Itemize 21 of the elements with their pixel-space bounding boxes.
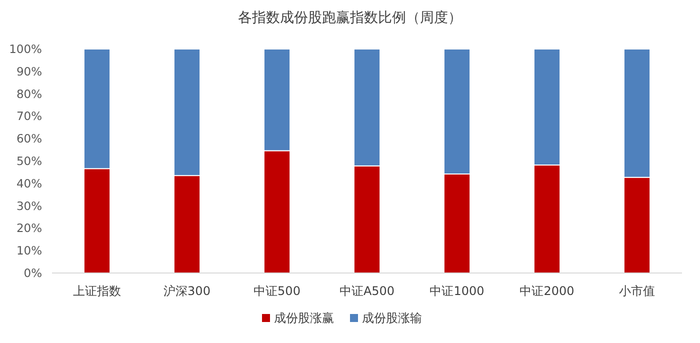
x-tick-label: 中证A500 <box>339 284 395 298</box>
x-tick-label: 中证2000 <box>520 284 574 298</box>
y-tick-label: 40% <box>16 176 42 190</box>
y-tick-label: 50% <box>16 154 42 168</box>
y-tick-label: 100% <box>9 42 42 56</box>
y-tick-label: 70% <box>16 109 42 124</box>
y-tick-label: 90% <box>16 64 42 78</box>
y-tick-label: 60% <box>16 132 42 146</box>
x-tick-label: 小市值 <box>619 284 655 298</box>
legend-label: 成份股涨赢 <box>274 311 334 325</box>
chart-title: 各指数成份股跑赢指数比例（周度） <box>238 10 462 26</box>
y-tick-label: 10% <box>16 244 42 258</box>
y-tick-label: 30% <box>16 198 42 213</box>
x-tick-label: 沪深300 <box>164 284 210 298</box>
legend-label: 成份股涨输 <box>362 311 422 325</box>
y-tick-label: 20% <box>16 221 42 236</box>
y-tick-label: 0% <box>24 266 42 280</box>
x-tick-label: 中证1000 <box>430 284 484 298</box>
y-tick-label: 80% <box>16 86 42 101</box>
x-tick-label: 中证500 <box>254 284 300 298</box>
x-tick-label: 上证指数 <box>73 284 121 298</box>
